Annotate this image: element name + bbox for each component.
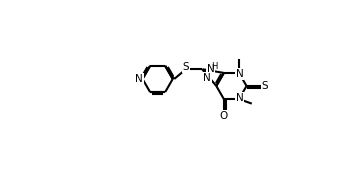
Text: O: O bbox=[220, 111, 228, 121]
Text: S: S bbox=[183, 62, 189, 72]
Text: N: N bbox=[236, 69, 244, 79]
Text: N: N bbox=[236, 93, 244, 103]
Text: N: N bbox=[207, 64, 214, 74]
Text: N: N bbox=[135, 74, 143, 84]
Text: S: S bbox=[262, 81, 268, 91]
Text: H: H bbox=[211, 62, 217, 72]
Text: N: N bbox=[203, 73, 211, 83]
